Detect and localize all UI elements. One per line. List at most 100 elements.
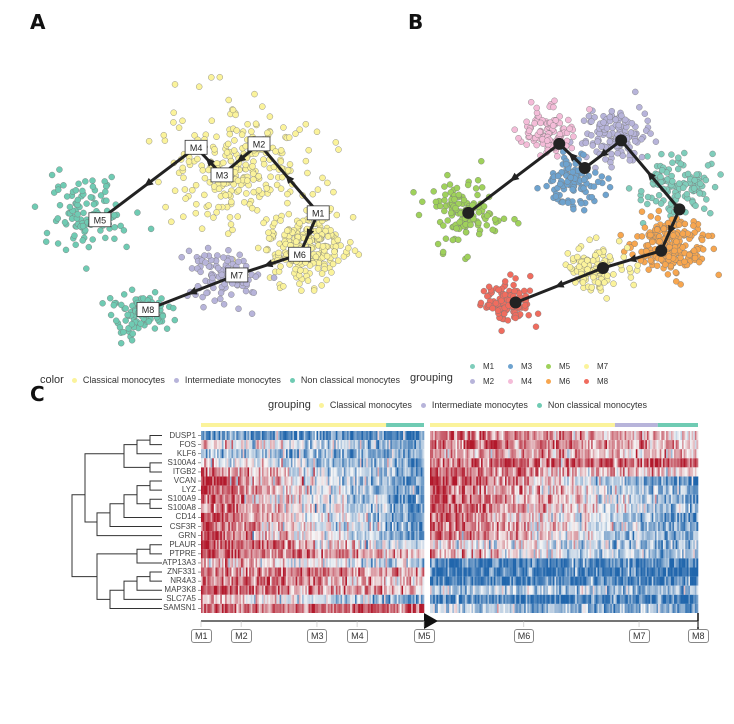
heatmap-cell <box>221 576 224 586</box>
heatmap-cell <box>374 540 377 550</box>
heatmap-cell <box>278 512 280 522</box>
legend-swatch <box>546 379 551 384</box>
heatmap-cell <box>377 567 380 577</box>
heatmap-cell <box>221 522 224 532</box>
heatmap-cell <box>350 503 353 513</box>
heatmap-cell <box>209 603 211 613</box>
heatmap-cell <box>469 431 472 441</box>
heatmap-cell <box>204 594 207 604</box>
heatmap-cell <box>346 531 349 541</box>
heatmap-cell <box>449 440 452 450</box>
heatmap-cell <box>329 512 332 522</box>
heatmap-cell <box>210 512 213 522</box>
heatmap-cell <box>361 512 364 522</box>
heatmap-cell <box>303 449 306 459</box>
heatmap-cell <box>501 440 504 450</box>
heatmap-cell <box>306 549 309 559</box>
heatmap-cell <box>229 458 232 468</box>
heatmap-cell <box>311 467 314 477</box>
heatmap-cell <box>562 431 565 441</box>
heatmap-cell <box>298 558 301 568</box>
heatmap-cell <box>274 512 277 522</box>
heatmap-cell <box>234 503 237 513</box>
data-point <box>652 138 660 145</box>
heatmap-cell <box>335 458 338 468</box>
heatmap-cell <box>236 594 239 604</box>
heatmap-cell <box>417 585 420 595</box>
heatmap-cell <box>201 431 203 441</box>
data-point <box>618 112 625 120</box>
heatmap-cell <box>250 449 253 459</box>
heatmap-cell <box>395 485 398 495</box>
heatmap-cell <box>212 531 215 541</box>
heatmap-cell <box>257 594 260 604</box>
heatmap-cell <box>314 440 317 450</box>
heatmap-cell <box>305 567 308 577</box>
heatmap-cell <box>335 467 338 477</box>
heatmap-cell <box>340 458 343 468</box>
heatmap-cell <box>266 522 269 532</box>
data-point <box>168 218 175 226</box>
heatmap-cell <box>377 467 380 477</box>
data-point <box>243 177 251 184</box>
data-point <box>592 252 599 259</box>
heatmap-cell <box>202 467 205 477</box>
heatmap-cell <box>353 594 356 604</box>
heatmap-cell <box>258 585 261 595</box>
data-point <box>612 116 619 123</box>
heatmap-cell <box>481 440 483 450</box>
heatmap-cell <box>266 531 269 541</box>
heatmap-cell <box>348 576 351 586</box>
data-point <box>608 150 615 158</box>
heatmap-cell <box>390 449 393 459</box>
heatmap-cell <box>284 522 287 532</box>
heatmap-cell <box>245 431 248 441</box>
heatmap-cell <box>250 549 253 559</box>
heatmap-cell <box>420 449 423 459</box>
heatmap-cell <box>337 531 340 541</box>
heatmap-cell <box>221 540 224 550</box>
heatmap-cell <box>289 476 292 486</box>
heatmap-cell <box>387 485 389 495</box>
heatmap-cell <box>303 549 306 559</box>
heatmap-cell <box>268 558 271 568</box>
heatmap-cell <box>223 494 226 504</box>
heatmap-cell <box>395 431 398 441</box>
heatmap-cell <box>340 522 343 532</box>
heatmap-cell <box>221 494 224 504</box>
heatmap-cell <box>297 449 300 459</box>
data-point <box>464 181 472 189</box>
heatmap-cell <box>327 485 330 495</box>
heatmap-cell <box>322 576 325 586</box>
heatmap-cell <box>250 585 253 595</box>
heatmap-cell <box>533 431 536 441</box>
heatmap-cell <box>343 558 346 568</box>
heatmap-cell <box>406 494 409 504</box>
heatmap-cell <box>345 522 348 532</box>
heatmap-cell <box>404 458 407 468</box>
heatmap-cell <box>600 440 603 450</box>
heatmap-cell <box>383 512 386 522</box>
data-point <box>106 295 114 302</box>
heatmap-cell <box>401 512 404 522</box>
heatmap-cell <box>497 440 499 450</box>
data-point <box>580 184 587 192</box>
data-point <box>679 244 686 251</box>
data-point <box>444 171 451 179</box>
heatmap-cell <box>258 485 261 495</box>
heatmap-cell <box>209 440 211 450</box>
heatmap-cell <box>335 440 338 450</box>
heatmap-cell <box>217 576 219 586</box>
heatmap-cell <box>391 594 394 604</box>
heatmap-cell <box>244 449 247 459</box>
heatmap-cell <box>223 458 226 468</box>
data-point <box>444 217 451 224</box>
heatmap-cell <box>380 494 383 504</box>
heatmap-cell <box>450 440 453 450</box>
heatmap-cell <box>599 440 601 450</box>
heatmap-cell <box>366 512 369 522</box>
heatmap-cell <box>244 431 247 441</box>
heatmap-cell <box>379 594 381 604</box>
data-point <box>605 175 612 182</box>
heatmap-cell <box>303 558 306 568</box>
